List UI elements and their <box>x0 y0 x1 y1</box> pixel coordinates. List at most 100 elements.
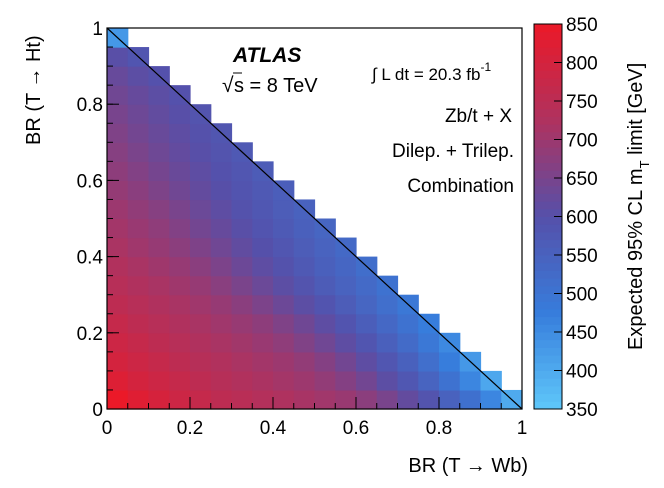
heatmap-cell <box>190 180 212 201</box>
heatmap-cell <box>252 275 274 296</box>
heatmap-cell <box>376 389 399 410</box>
heatmap-cell <box>293 351 316 372</box>
heatmap-cell <box>397 370 419 391</box>
heatmap-cell <box>335 256 357 277</box>
y-tick-label: 0.2 <box>77 324 103 345</box>
heatmap-cell <box>190 237 212 258</box>
heatmap-cell <box>418 389 440 410</box>
heatmap-cell <box>148 332 170 353</box>
heatmap-cell <box>335 351 357 372</box>
heatmap-cell <box>252 332 274 353</box>
colorbar-segment <box>534 208 562 217</box>
heatmap-cell <box>273 370 295 391</box>
y-axis-ticks: 0 0.2 0.4 0.6 0.8 1 <box>77 19 119 421</box>
colorbar-segment <box>534 93 562 102</box>
heatmap-cell <box>210 256 233 277</box>
heatmap-cell <box>293 218 316 239</box>
heatmap-cell <box>335 275 357 296</box>
heatmap-cell <box>293 332 316 353</box>
heatmap-cell <box>107 180 129 201</box>
heatmap-cell <box>127 313 150 334</box>
heatmap-cell <box>210 142 233 162</box>
heatmap-cell <box>231 218 253 239</box>
heatmap-cell <box>169 256 191 277</box>
heatmap-cell <box>356 275 378 296</box>
heatmap-cell <box>148 294 170 315</box>
heatmap-cell <box>190 351 212 372</box>
z-tick-label: 800 <box>566 54 598 75</box>
luminosity-label: ∫ L dt = 20.3 fb-1 <box>371 60 491 84</box>
heatmap-cell <box>169 180 191 201</box>
heatmap-cell <box>210 294 233 315</box>
colorbar-segment <box>534 170 562 179</box>
heatmap-cell <box>231 332 253 353</box>
heatmap-cell <box>148 218 170 239</box>
heatmap-cell <box>418 351 440 372</box>
colorbar-segment <box>534 255 562 264</box>
z-tick-label: 600 <box>566 208 598 229</box>
colorbar-segment <box>534 124 562 133</box>
colorbar-segment <box>534 108 562 117</box>
heatmap-cell <box>356 351 378 372</box>
x-tick-label: 0.2 <box>177 418 203 439</box>
heatmap-cell <box>252 294 274 315</box>
colorbar-segment <box>534 131 562 140</box>
heatmap-cell <box>148 161 170 181</box>
colorbar-label: Expected 95% CL mT limit [GeV] <box>625 63 652 350</box>
heatmap-cell <box>376 332 399 353</box>
colorbar <box>534 24 562 410</box>
heatmap-cell <box>356 294 378 315</box>
colorbar-segment <box>534 178 562 187</box>
y-tick-label: 0.6 <box>77 171 103 192</box>
heatmap-cell <box>148 104 170 124</box>
z-tick-label: 750 <box>566 92 598 113</box>
heatmap-cell <box>293 237 316 258</box>
kinematic-boundary-line <box>106 27 523 410</box>
heatmap-cell <box>210 313 233 334</box>
colorbar-segment <box>534 147 562 156</box>
colorbar-segment <box>534 301 562 310</box>
colorbar-segment <box>534 285 562 294</box>
colorbar-segment <box>534 193 562 202</box>
colorbar-segment <box>534 216 562 225</box>
heatmap-cell <box>356 313 378 334</box>
heatmap-cell <box>169 370 191 391</box>
heatmap-cell <box>107 199 129 220</box>
heatmap-cell <box>397 313 419 334</box>
colorbar-segment <box>534 24 562 33</box>
heatmap-cell <box>273 218 295 239</box>
colorbar-segment <box>534 154 562 164</box>
heatmap-cell <box>252 237 274 258</box>
heatmap-cell <box>210 351 233 372</box>
heatmap-cell <box>148 199 170 220</box>
heatmap-cell <box>148 123 170 143</box>
heatmap-cell <box>210 370 233 391</box>
heatmap-cell <box>356 332 378 353</box>
heatmap-cell <box>148 180 170 201</box>
heatmap-cell <box>190 294 212 315</box>
colorbar-segment <box>534 293 562 302</box>
heatmap-cell <box>231 237 253 258</box>
heatmap-cell <box>190 218 212 239</box>
heatmap-cell <box>127 180 150 201</box>
heatmap-cell <box>210 275 233 296</box>
heatmap-cell <box>107 161 129 181</box>
colorbar-segment <box>534 39 562 48</box>
heatmap-cell <box>252 256 274 277</box>
heatmap-cell <box>210 199 233 220</box>
x-tick-label: 0.6 <box>343 418 369 439</box>
heatmap-cell <box>148 313 170 334</box>
colorbar-segment <box>534 262 562 271</box>
heatmap-cell <box>190 199 212 220</box>
heatmap-cell <box>107 351 129 372</box>
heatmap-cell <box>231 199 253 220</box>
heatmap-cell <box>190 370 212 391</box>
colorbar-segment <box>534 393 562 402</box>
heatmap-cell <box>252 389 274 410</box>
heatmap-cell <box>127 237 150 258</box>
heatmap-cell <box>127 104 150 124</box>
heatmap-cell <box>252 199 274 220</box>
heatmap-cell <box>231 313 253 334</box>
heatmap-cell <box>127 199 150 220</box>
heatmap-cell <box>148 389 170 410</box>
